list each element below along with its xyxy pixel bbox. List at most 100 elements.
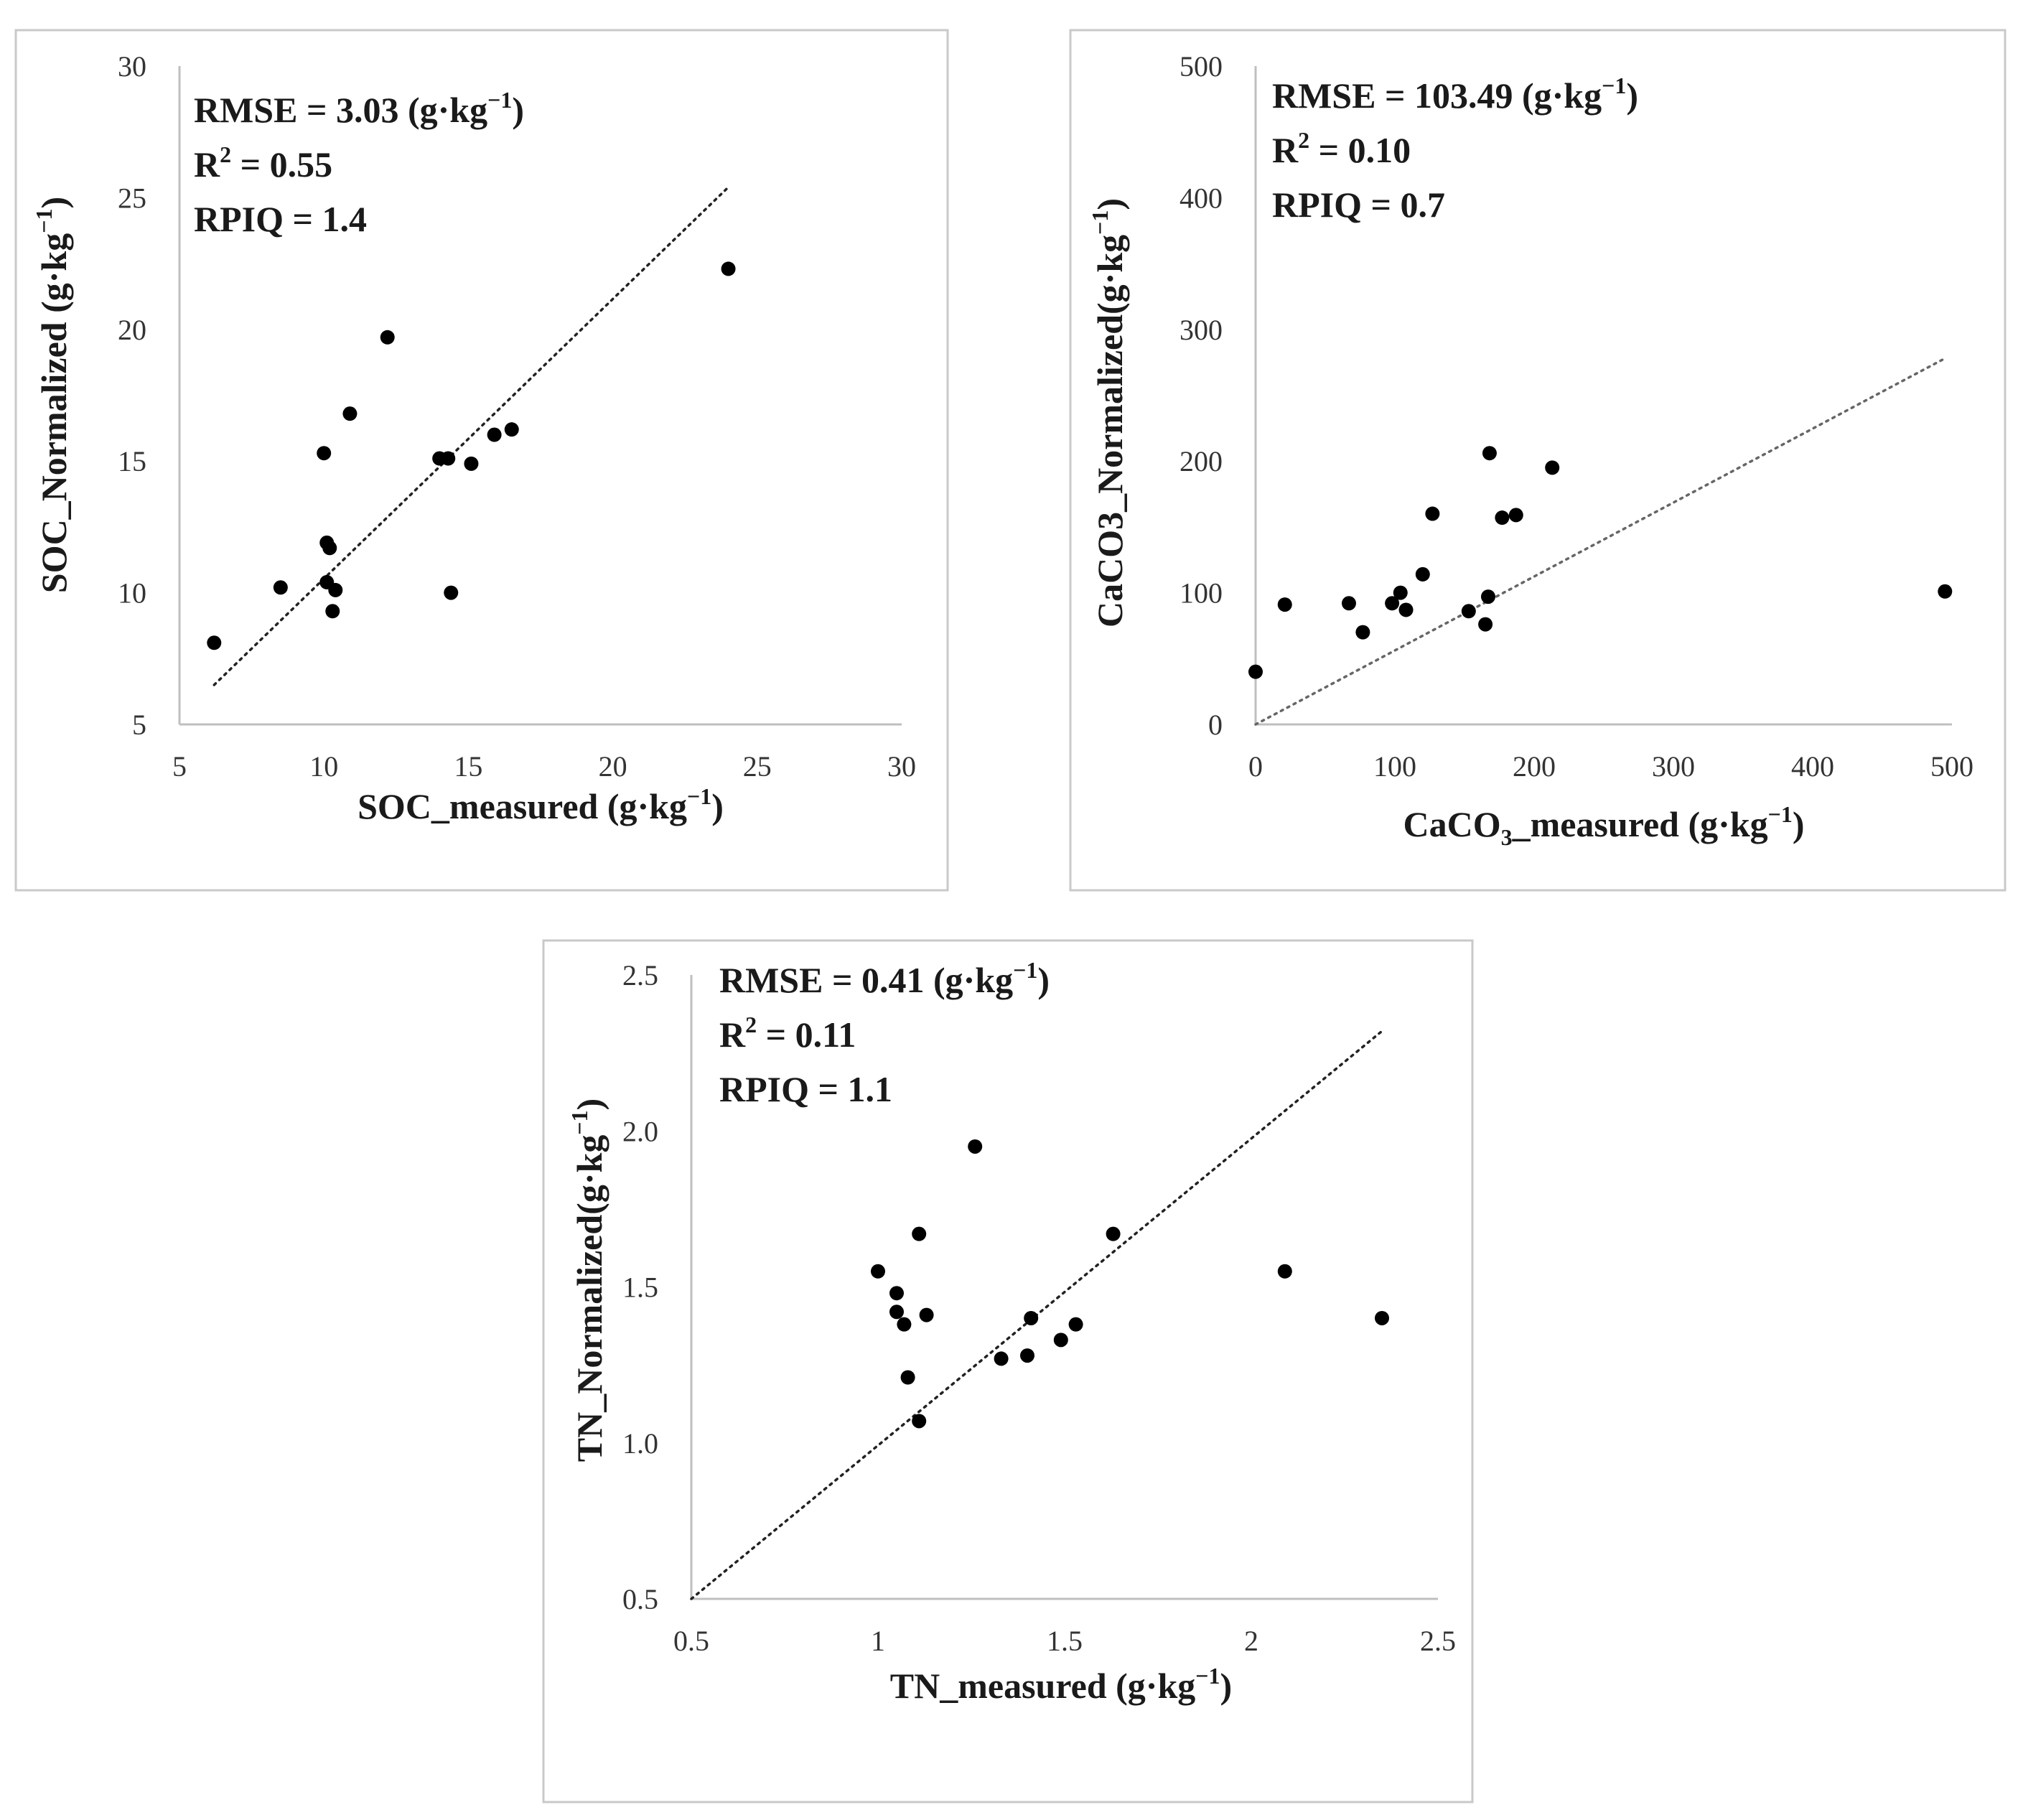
x-title-main: TN_measured (g·kg <box>890 1666 1196 1706</box>
stat-line: RMSE = 103.49 (g·kg−1) <box>1272 73 1638 116</box>
data-point <box>1277 597 1292 612</box>
y-title-end: ) <box>34 197 74 209</box>
y-tick-label: 0.5 <box>622 1583 658 1615</box>
data-point <box>994 1351 1009 1366</box>
x-tick-label: 200 <box>1513 750 1556 783</box>
y-tick-label: 15 <box>118 445 146 477</box>
x-title-main: CaCO <box>1403 804 1500 844</box>
data-point <box>464 456 479 471</box>
y-tick-label: 25 <box>118 182 146 214</box>
stat-line: R2 = 0.55 <box>194 141 332 185</box>
y-title-sup: −1 <box>566 1110 592 1134</box>
y-title-end: ) <box>1090 198 1130 210</box>
stat-main: RPIQ = 0.7 <box>1272 185 1445 225</box>
data-point <box>1341 596 1356 611</box>
x-tick-label: 300 <box>1652 750 1695 783</box>
y-axis-title: CaCO3_Normalized(g·kg−1) <box>1087 198 1130 627</box>
data-point <box>1508 508 1523 523</box>
stat-line: R2 = 0.10 <box>1272 127 1411 170</box>
data-point <box>1106 1226 1121 1241</box>
data-point <box>1024 1310 1039 1325</box>
data-point <box>1461 604 1476 619</box>
data-point <box>487 427 502 442</box>
y-title-main: TN_Normalized(g·kg <box>569 1135 609 1462</box>
data-point <box>322 541 337 556</box>
x-tick-label: 25 <box>743 750 772 783</box>
data-point <box>912 1226 927 1241</box>
y-title-end: ) <box>569 1098 609 1111</box>
data-point <box>380 330 395 345</box>
x-tick-label: 0 <box>1248 750 1263 783</box>
data-point <box>912 1414 927 1429</box>
x-title-sup: −1 <box>1768 801 1793 827</box>
stat-main: R <box>719 1014 746 1055</box>
data-point <box>968 1139 983 1154</box>
stat-line: RPIQ = 1.4 <box>194 199 367 239</box>
data-point <box>1375 1310 1389 1325</box>
data-point <box>1355 625 1370 640</box>
stat-end: ) <box>512 90 524 130</box>
data-point <box>273 580 288 595</box>
y-tick-label: 200 <box>1179 445 1223 477</box>
data-point <box>1938 584 1953 599</box>
data-point <box>1480 589 1495 605</box>
x-title-sup: −1 <box>687 783 711 809</box>
data-point <box>900 1370 915 1385</box>
x-tick-label: 20 <box>599 750 627 783</box>
x-axis-title: CaCO3_measured (g·kg−1) <box>1403 801 1804 850</box>
x-title-sup: −1 <box>1195 1663 1220 1689</box>
x-title-end: ) <box>1220 1666 1233 1706</box>
data-point <box>328 582 343 597</box>
data-point <box>325 604 340 619</box>
stat-sup: 2 <box>745 1012 757 1037</box>
data-point <box>342 406 358 421</box>
data-point <box>317 446 332 461</box>
y-tick-label: 1.5 <box>622 1271 658 1304</box>
data-point <box>1398 602 1414 617</box>
trendline <box>212 185 730 686</box>
stat-line: RMSE = 0.41 (g·kg−1) <box>719 957 1050 1000</box>
stat-end: ) <box>1037 960 1050 1000</box>
stat-main: RPIQ = 1.1 <box>719 1069 892 1109</box>
x-title-main: SOC_measured (g·kg <box>358 786 687 826</box>
data-point <box>1248 664 1263 679</box>
stat-main: RMSE = 0.41 (g·kg <box>719 960 1013 1000</box>
x-tick-label: 5 <box>172 750 187 783</box>
stat-line: RPIQ = 0.7 <box>1272 185 1445 225</box>
trendline <box>1254 357 1947 726</box>
stat-sup: −1 <box>487 87 512 113</box>
stat-main: RMSE = 3.03 (g·kg <box>194 90 487 130</box>
y-tick-label: 300 <box>1179 314 1223 346</box>
data-point <box>889 1305 904 1320</box>
stat-sup: 2 <box>220 141 231 167</box>
y-tick-label: 500 <box>1179 50 1223 83</box>
data-point <box>871 1264 885 1279</box>
panel-frame-soc <box>14 29 949 892</box>
x-tick-label: 10 <box>309 750 338 783</box>
stat-line: R2 = 0.11 <box>719 1012 856 1055</box>
data-point <box>1545 460 1560 475</box>
y-tick-label: 100 <box>1179 577 1223 610</box>
stat-end: ) <box>1626 75 1638 116</box>
x-axis-title: SOC_measured (g·kg−1) <box>358 783 724 826</box>
x-title-mid: _measured (g·kg <box>1512 804 1768 844</box>
stat-main: R <box>1272 130 1299 170</box>
x-tick-label: 2 <box>1244 1625 1258 1657</box>
y-tick-label: 10 <box>118 577 146 610</box>
stat-sup: −1 <box>1013 957 1037 983</box>
x-tick-label: 0.5 <box>673 1625 709 1657</box>
data-point <box>1482 446 1497 461</box>
y-axis-title: TN_Normalized(g·kg−1) <box>566 1098 609 1462</box>
stat-end: = 0.10 <box>1309 130 1411 170</box>
data-point <box>1393 585 1408 600</box>
x-title-end: ) <box>1793 804 1805 844</box>
x-tick-label: 2.5 <box>1420 1625 1456 1657</box>
data-point <box>1068 1317 1083 1332</box>
data-point <box>721 261 736 276</box>
stat-main: RPIQ = 1.4 <box>194 199 367 239</box>
stat-sup: −1 <box>1602 73 1626 98</box>
data-point <box>919 1307 934 1322</box>
y-title-main: SOC_Normalized (g·kg <box>34 233 74 593</box>
